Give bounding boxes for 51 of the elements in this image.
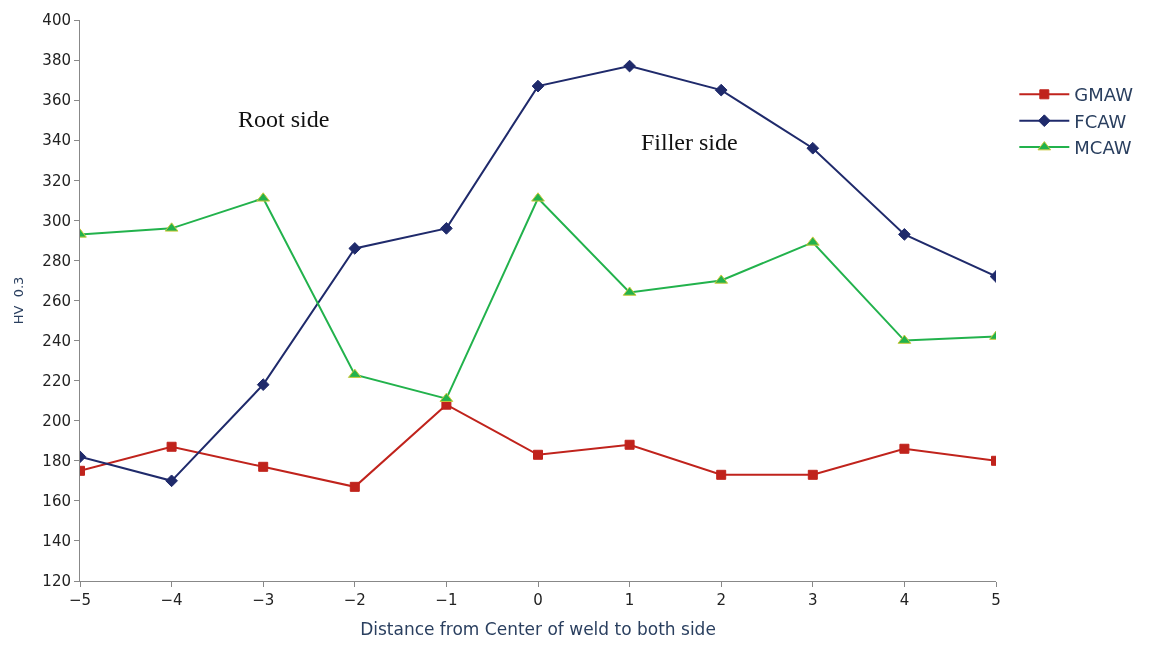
x-axis-title: Distance from Center of weld to both side	[360, 619, 716, 640]
y-axis-title: HV 0.3	[11, 276, 27, 325]
x-tick-label: 3	[808, 591, 818, 609]
x-tick-label: −1	[435, 591, 458, 609]
point	[714, 83, 728, 97]
x-tick-label: −5	[68, 591, 92, 609]
point	[440, 222, 453, 235]
point	[807, 469, 818, 480]
y-tick-label: 300	[42, 211, 71, 230]
y-tick-label: 180	[42, 452, 71, 471]
point	[806, 141, 820, 155]
annotation: Root side	[238, 106, 330, 132]
point	[531, 79, 545, 93]
x-tick-label: 4	[899, 591, 910, 609]
point	[716, 469, 727, 480]
y-tick-label: 120	[42, 572, 71, 591]
point	[533, 449, 543, 460]
y-tick-label: 140	[42, 532, 71, 551]
y-tick-label: 380	[42, 51, 71, 70]
legend-label: MCAW	[1074, 137, 1132, 159]
y-tick-label: 360	[42, 91, 71, 110]
y-tick-label: 320	[42, 171, 71, 190]
y-tick-label: 200	[42, 411, 71, 430]
y-tick-label: 220	[42, 371, 71, 390]
y-tick-label: 160	[42, 492, 71, 511]
x-tick-label: 0	[533, 591, 543, 609]
y-tick-label: 240	[42, 331, 71, 350]
annotation: Filler side	[641, 129, 738, 155]
x-tick-label: −3	[252, 591, 275, 609]
x-tick-label: 2	[716, 591, 726, 609]
legend-label: GMAW	[1074, 84, 1134, 106]
point	[256, 378, 270, 391]
point	[623, 59, 636, 73]
y-tick-label: 280	[42, 251, 71, 270]
y-tick-label: 400	[42, 11, 71, 30]
y-tick-label: 340	[42, 131, 71, 150]
point	[349, 481, 360, 492]
point	[166, 441, 177, 452]
point	[258, 461, 269, 472]
x-tick-label: −4	[160, 591, 183, 609]
point	[624, 439, 635, 450]
point	[899, 443, 910, 454]
y-tick-label: 260	[42, 291, 71, 310]
point	[348, 242, 362, 255]
x-tick-label: −2	[343, 591, 366, 609]
x-tick-label: 1	[624, 591, 635, 609]
point	[165, 474, 178, 488]
x-tick-label: 5	[991, 591, 1001, 609]
point	[898, 228, 911, 241]
point	[531, 192, 545, 202]
legend-label: FCAW	[1074, 110, 1127, 132]
